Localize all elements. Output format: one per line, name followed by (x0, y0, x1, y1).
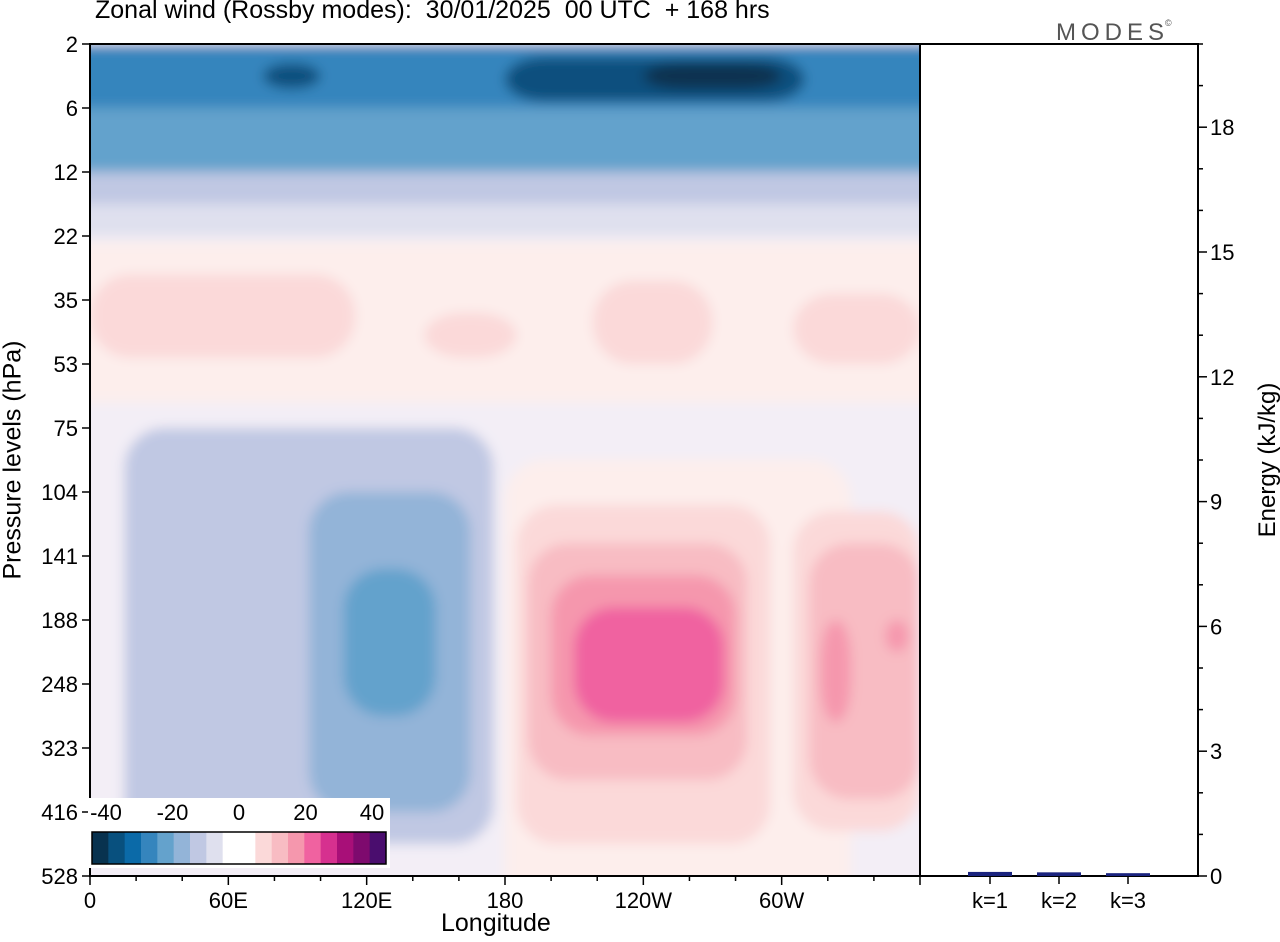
energy-tick-label: 0 (1210, 864, 1222, 889)
heatmap-region (90, 172, 920, 204)
colorbar-label: 40 (360, 800, 384, 825)
heatmap-region (592, 280, 713, 364)
energy-bars: 0 3 6 9 12 15 18 k=1 k=2 k=3 (919, 43, 1234, 913)
heatmap-region (793, 293, 920, 364)
heatmap-region (90, 108, 920, 172)
energy-bar (1037, 872, 1081, 876)
colorbar-swatch (222, 832, 240, 864)
colorbar-swatch (288, 832, 305, 864)
energy-axis-label: Energy (kJ/kg) (1254, 382, 1280, 538)
y-tick-label: 53 (54, 352, 78, 377)
y-axis-label: Pressure levels (hPa) (0, 340, 27, 580)
logo-text: MODES (1056, 19, 1170, 46)
heatmap-region (90, 44, 920, 108)
colorbar-swatch (337, 832, 354, 864)
colorbar-swatch (124, 832, 142, 864)
x-tick-label: 180 (487, 888, 524, 913)
heatmap-region (885, 620, 909, 652)
logo-mark: © (1165, 18, 1172, 28)
energy-tick-label: 6 (1210, 614, 1222, 639)
colorbar: -40 -20 0 20 40 (88, 798, 390, 868)
colorbar-swatch (141, 832, 158, 864)
y-tick-label: 141 (41, 544, 78, 569)
colorbar-swatch (92, 832, 109, 864)
heatmap-region (90, 274, 356, 358)
energy-bar (1106, 873, 1150, 876)
heatmap-region (262, 63, 321, 89)
heatmap-region (343, 568, 436, 716)
colorbar-swatch (304, 832, 322, 864)
heatmap-fill (90, 44, 920, 876)
heatmap-region (574, 607, 725, 723)
y-tick-label: 416 (41, 800, 78, 825)
colorbar-swatch (369, 832, 387, 864)
colorbar-swatch (239, 832, 256, 864)
modes-logo: MODES© (1056, 18, 1172, 47)
energy-tick-label: 15 (1210, 240, 1234, 265)
colorbar-label: 20 (293, 800, 317, 825)
energy-tick-label: 9 (1210, 490, 1222, 515)
colorbar-swatch (206, 832, 224, 864)
y-tick-label: 75 (54, 416, 78, 441)
heatmap-region (90, 204, 920, 236)
x-tick-label: 60E (209, 888, 248, 913)
x-tick-label: 120E (341, 888, 392, 913)
heatmap-region (424, 312, 517, 358)
colorbar-label: -40 (90, 800, 122, 825)
y-tick-label: 6 (66, 96, 78, 121)
y-tick-label: 323 (41, 736, 78, 761)
colorbar-label: -20 (157, 800, 189, 825)
energy-category-label: k=2 (1041, 888, 1077, 913)
energy-category-label: k=1 (972, 888, 1008, 913)
chart-title: Zonal wind (Rossby modes): 30/01/2025 00… (95, 0, 770, 24)
colorbar-swatch (157, 832, 175, 864)
energy-tick-label: 12 (1210, 365, 1234, 390)
colorbar-swatch (353, 832, 371, 864)
y-tick-label: 35 (54, 288, 78, 313)
energy-tick-label: 3 (1210, 739, 1222, 764)
x-axis-label: Longitude (441, 909, 551, 937)
y-tick-label: 248 (41, 672, 78, 697)
energy-category-label: k=3 (1110, 888, 1146, 913)
colorbar-frame (91, 831, 387, 865)
y-tick-label: 188 (41, 608, 78, 633)
colorbar-swatch (173, 832, 191, 864)
y-tick-label: 22 (54, 224, 78, 249)
colorbar-swatch (255, 832, 273, 864)
colorbar-swatch (190, 832, 207, 864)
y-tick-label: 528 (41, 864, 78, 889)
energy-frame (919, 43, 1199, 877)
colorbar-swatch (320, 832, 338, 864)
x-tick-label: 120W (615, 888, 673, 913)
energy-bar (968, 871, 1012, 876)
x-tick-label: 60W (759, 888, 804, 913)
energy-tick-label: 18 (1210, 115, 1234, 140)
colorbar-label: 0 (233, 800, 245, 825)
heatmap-region (820, 620, 851, 723)
y-tick-label: 12 (54, 160, 78, 185)
heatmap-region (809, 543, 920, 800)
x-tick-label: 0 (84, 888, 96, 913)
colorbar-swatch (271, 832, 289, 864)
y-tick-label: 104 (41, 480, 78, 505)
colorbar-swatch (108, 832, 126, 864)
y-tick-label: 2 (66, 32, 78, 57)
heatmap-region (643, 63, 782, 89)
